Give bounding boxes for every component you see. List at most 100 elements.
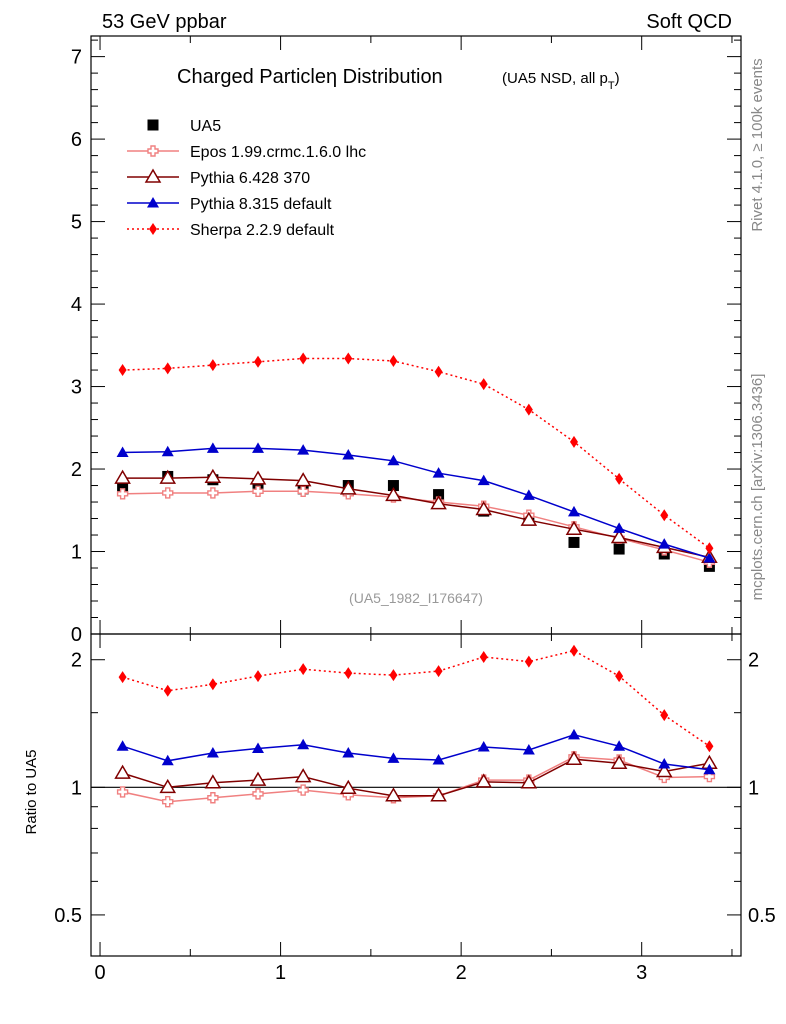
legend-label: Pythia 6.428 370	[190, 170, 310, 187]
ratio-point-sherpa-2-2-9-default	[434, 665, 443, 678]
legend-marker	[147, 197, 159, 208]
ratio-point-pythia-8-315-default	[342, 746, 355, 758]
ratio-point-sherpa-2-2-9-default	[479, 650, 488, 663]
x-tick-label: 1	[275, 962, 286, 984]
main-point-pythia-8-315-default	[613, 522, 626, 533]
main-point-pythia-8-315-default	[116, 446, 129, 458]
ratio-axis-ticks: 0.5 0.5 1 1 2 2	[54, 650, 776, 927]
ratio-line-sherpa-2-2-9-default	[122, 649, 710, 747]
main-point-pythia-8-315-default	[161, 445, 174, 457]
main-point-epos-1-99-crmc-1-6-0-lhc	[297, 485, 309, 498]
main-point-sherpa-2-2-9-default	[705, 542, 714, 555]
ratio-point-pythia-8-315-default	[297, 738, 310, 750]
header-right-label: Soft QCD	[646, 11, 732, 33]
y-tick-label: 5	[71, 212, 82, 234]
ratio-point-sherpa-2-2-9-default	[524, 655, 533, 668]
ratio-point-pythia-8-315-default	[387, 752, 400, 763]
main-point-pythia-6-428-370	[385, 486, 402, 502]
main-point-sherpa-2-2-9-default	[254, 355, 263, 368]
main-point-pythia-6-428-370	[339, 480, 357, 495]
main-line-sherpa-2-2-9-default	[122, 357, 710, 549]
main-point-pythia-8-315-default	[252, 442, 265, 453]
ratio-point-pythia-6-428-370	[249, 771, 267, 786]
ratio-point-pythia-8-315-default	[522, 743, 535, 755]
main-point-ua5	[613, 543, 625, 555]
ratio-point-pythia-6-428-370	[204, 774, 222, 789]
main-point-sherpa-2-2-9-default	[660, 509, 669, 522]
ratio-series-group	[114, 644, 718, 808]
ratio-tick-label: 2	[71, 650, 82, 672]
ratio-point-pythia-6-428-370	[430, 787, 447, 802]
main-point-pythia-6-428-370	[475, 500, 493, 516]
main-point-pythia-6-428-370	[610, 529, 628, 544]
main-point-pythia-6-428-370	[204, 468, 222, 484]
main-point-sherpa-2-2-9-default	[479, 378, 488, 391]
main-point-sherpa-2-2-9-default	[524, 403, 533, 416]
main-point-pythia-8-315-default	[522, 489, 535, 500]
ratio-axis-label: Ratio to UA5	[23, 749, 40, 834]
ratio-tick-label-right: 0.5	[748, 905, 776, 927]
chart-title: Charged Particleη Distribution	[177, 66, 443, 88]
main-point-pythia-8-315-default	[658, 538, 671, 549]
y-tick-label: 3	[71, 377, 82, 399]
ratio-line-pythia-8-315-default	[122, 734, 710, 771]
legend: UA5 Epos 1.99.crmc.1.6.0 lhc Pythia 6.428 …	[127, 118, 366, 239]
legend-marker	[144, 168, 162, 183]
ratio-point-sherpa-2-2-9-default	[208, 678, 217, 691]
x-tick-label: 0	[94, 962, 105, 984]
main-point-ua5	[387, 480, 399, 492]
main-point-epos-1-99-crmc-1-6-0-lhc	[162, 487, 174, 499]
ratio-point-pythia-6-428-370	[339, 779, 357, 794]
legend-marker	[147, 145, 159, 157]
main-point-pythia-8-315-default	[297, 444, 310, 455]
ratio-point-pythia-6-428-370	[610, 754, 628, 769]
ratio-point-sherpa-2-2-9-default	[344, 667, 353, 680]
main-point-sherpa-2-2-9-default	[208, 359, 217, 372]
main-point-pythia-6-428-370	[159, 469, 177, 484]
ratio-point-sherpa-2-2-9-default	[118, 671, 127, 684]
ratio-point-epos-1-99-crmc-1-6-0-lhc	[116, 786, 129, 798]
main-point-pythia-8-315-default	[387, 454, 400, 466]
ratio-point-pythia-6-428-370	[385, 787, 402, 802]
ratio-plot-frame	[90, 633, 742, 957]
mcplots-label: mcplots.cern.ch [arXiv:1306.3436]	[749, 374, 766, 601]
ratio-point-pythia-8-315-default	[703, 763, 716, 775]
main-point-pythia-8-315-default	[432, 467, 445, 478]
main-point-sherpa-2-2-9-default	[118, 364, 127, 377]
ratio-point-pythia-8-315-default	[658, 758, 671, 769]
ratio-point-pythia-6-428-370	[520, 774, 538, 789]
x-axis-ticks: 0 1 2 3	[94, 36, 733, 984]
main-point-pythia-6-428-370	[565, 520, 583, 535]
legend-label: UA5	[190, 118, 221, 135]
main-point-pythia-8-315-default	[567, 505, 580, 517]
ratio-point-pythia-6-428-370	[565, 750, 583, 765]
main-point-pythia-6-428-370	[294, 472, 312, 487]
ratio-point-sherpa-2-2-9-default	[705, 740, 714, 753]
main-point-epos-1-99-crmc-1-6-0-lhc	[116, 488, 129, 500]
ratio-line-epos-1-99-crmc-1-6-0-lhc	[122, 756, 710, 803]
ratio-point-sherpa-2-2-9-default	[660, 709, 669, 722]
main-point-epos-1-99-crmc-1-6-0-lhc	[207, 487, 219, 499]
ratio-point-pythia-8-315-default	[116, 740, 129, 751]
ratio-point-sherpa-2-2-9-default	[569, 644, 578, 657]
ratio-tick-label-right: 2	[748, 650, 759, 672]
legend-label: Epos 1.99.crmc.1.6.0 lhc	[190, 144, 366, 161]
main-line-pythia-8-315-default	[122, 447, 710, 559]
ratio-point-pythia-8-315-default	[252, 742, 265, 753]
main-point-pythia-8-315-default	[477, 474, 490, 486]
ratio-point-epos-1-99-crmc-1-6-0-lhc	[162, 795, 174, 808]
main-line-pythia-6-428-370	[122, 476, 710, 559]
ratio-point-epos-1-99-crmc-1-6-0-lhc	[297, 784, 309, 796]
ratio-point-sherpa-2-2-9-default	[163, 684, 172, 697]
ratio-point-pythia-8-315-default	[206, 746, 219, 758]
y-tick-label: 1	[71, 542, 82, 564]
x-tick-label: 3	[636, 962, 647, 984]
ratio-point-pythia-6-428-370	[655, 762, 673, 778]
ratio-point-epos-1-99-crmc-1-6-0-lhc	[207, 792, 219, 804]
main-point-pythia-6-428-370	[430, 495, 447, 510]
ratio-point-pythia-8-315-default	[477, 740, 490, 752]
main-point-sherpa-2-2-9-default	[569, 435, 578, 448]
ratio-point-pythia-8-315-default	[161, 754, 174, 766]
ratio-point-pythia-8-315-default	[613, 740, 626, 751]
